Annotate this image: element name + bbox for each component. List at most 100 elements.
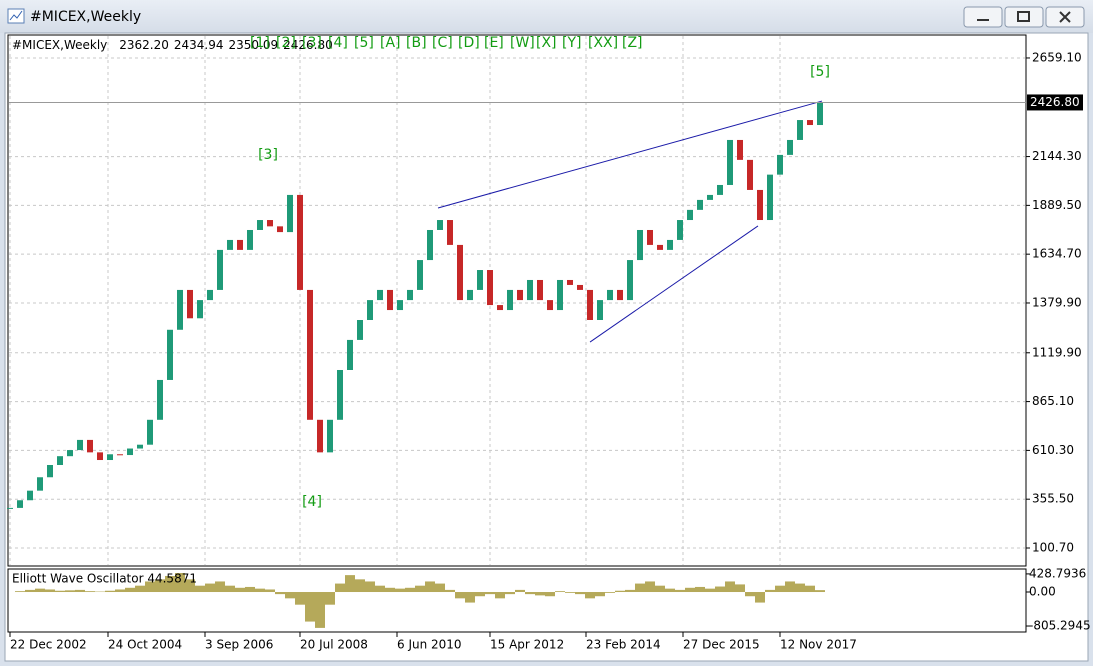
candle [717, 185, 723, 195]
oscillator-bar [365, 581, 375, 592]
oscillator-bar [615, 591, 625, 592]
candle [537, 280, 543, 300]
oscillator-bar [35, 589, 45, 592]
oscillator-bar [745, 592, 755, 596]
candle [627, 260, 633, 300]
oscillator-bar [285, 592, 295, 598]
oscillator-bar [235, 588, 245, 592]
candle [527, 280, 533, 300]
candle [147, 420, 153, 445]
wave-button[interactable]: [A] [380, 35, 401, 51]
oscillator-bar [735, 584, 745, 592]
candle [227, 240, 233, 250]
oscillator-bar [75, 590, 85, 592]
oscillator-bar [485, 592, 495, 594]
oscillator-bar [315, 592, 325, 628]
candle [467, 290, 473, 300]
oscillator-bar [375, 586, 385, 592]
candle [557, 280, 563, 310]
oscillator-bar [395, 589, 405, 592]
candle [577, 285, 583, 290]
y-tick-label: 1119.90 [1032, 345, 1082, 359]
oscillator-bar [55, 591, 65, 592]
oscillator-bar [585, 592, 595, 598]
oscillator-bar [505, 592, 515, 594]
candle [127, 449, 133, 456]
x-tick-label: 27 Dec 2015 [683, 638, 760, 652]
oscillator-bar [675, 590, 685, 592]
candle [77, 440, 83, 450]
candle [487, 270, 493, 305]
oscillator-bar [405, 588, 415, 592]
wave-label: [3] [258, 147, 278, 163]
oscillator-bar [575, 592, 585, 594]
candle [497, 305, 503, 310]
x-tick-label: 6 Jun 2010 [397, 638, 462, 652]
wave-button[interactable]: [Y] [562, 35, 581, 51]
candle [377, 290, 383, 300]
oscillator-bar [385, 588, 395, 592]
candle [187, 290, 193, 318]
oscillator-bar [205, 584, 215, 592]
wave-button[interactable]: [X] [536, 35, 557, 51]
candle [597, 300, 603, 320]
wave-button[interactable]: [XX] [588, 35, 618, 51]
candle [567, 280, 573, 285]
oscillator-bar [795, 584, 805, 592]
wave-button[interactable]: [B] [406, 35, 427, 51]
wave-button[interactable]: [2] [276, 35, 296, 51]
minimize-button[interactable] [964, 7, 1002, 27]
candle [477, 270, 483, 290]
wave-button[interactable]: [3] [302, 35, 322, 51]
oscillator-bar [325, 592, 335, 605]
wave-button[interactable]: [W] [510, 35, 535, 51]
oscillator-bar [755, 592, 765, 603]
wave-button[interactable]: [C] [432, 35, 453, 51]
y-tick-label: 1889.50 [1032, 198, 1082, 212]
oscillator-bar [635, 584, 645, 592]
oscillator-bar [545, 592, 555, 596]
oscillator-bar [475, 592, 485, 596]
oscillator-bar [255, 589, 265, 592]
candle [457, 245, 463, 300]
oscillator-bar [455, 592, 465, 598]
candle [217, 250, 223, 290]
oscillator-bar [725, 581, 735, 592]
wave-button[interactable]: [4] [328, 35, 348, 51]
oscillator-bar [645, 581, 655, 592]
candle [747, 160, 753, 190]
oscillator-bar [105, 591, 115, 592]
wave-button[interactable]: [Z] [622, 35, 643, 51]
x-tick-label: 20 Jul 2008 [300, 638, 368, 652]
y-tick-label: 1379.90 [1032, 295, 1082, 309]
candle [307, 290, 313, 420]
candle [367, 300, 373, 320]
candle [437, 220, 443, 230]
maximize-button[interactable] [1005, 7, 1043, 27]
oscillator-bar [345, 575, 355, 592]
candle [337, 370, 343, 420]
x-tick-label: 22 Dec 2002 [10, 638, 87, 652]
oscillator-bar [215, 581, 225, 592]
oscillator-bar [85, 591, 95, 592]
wave-button[interactable]: [1] [250, 35, 270, 51]
wave-button[interactable]: [D] [458, 35, 480, 51]
oscillator-bar [785, 581, 795, 592]
candle [417, 260, 423, 290]
candle [767, 175, 773, 220]
candle [317, 420, 323, 453]
candle [547, 300, 553, 310]
candle [607, 290, 613, 300]
oscillator-bar [435, 584, 445, 592]
candle [197, 300, 203, 318]
wave-button[interactable]: [5] [354, 35, 374, 51]
oscillator-bar [15, 591, 25, 592]
candle [647, 230, 653, 245]
candle [517, 290, 523, 300]
ohlc-high: 2434.94 [174, 38, 224, 52]
candle [257, 220, 263, 230]
candle [737, 140, 743, 160]
oscillator-bar [265, 589, 275, 592]
wave-button[interactable]: [E] [484, 35, 504, 51]
